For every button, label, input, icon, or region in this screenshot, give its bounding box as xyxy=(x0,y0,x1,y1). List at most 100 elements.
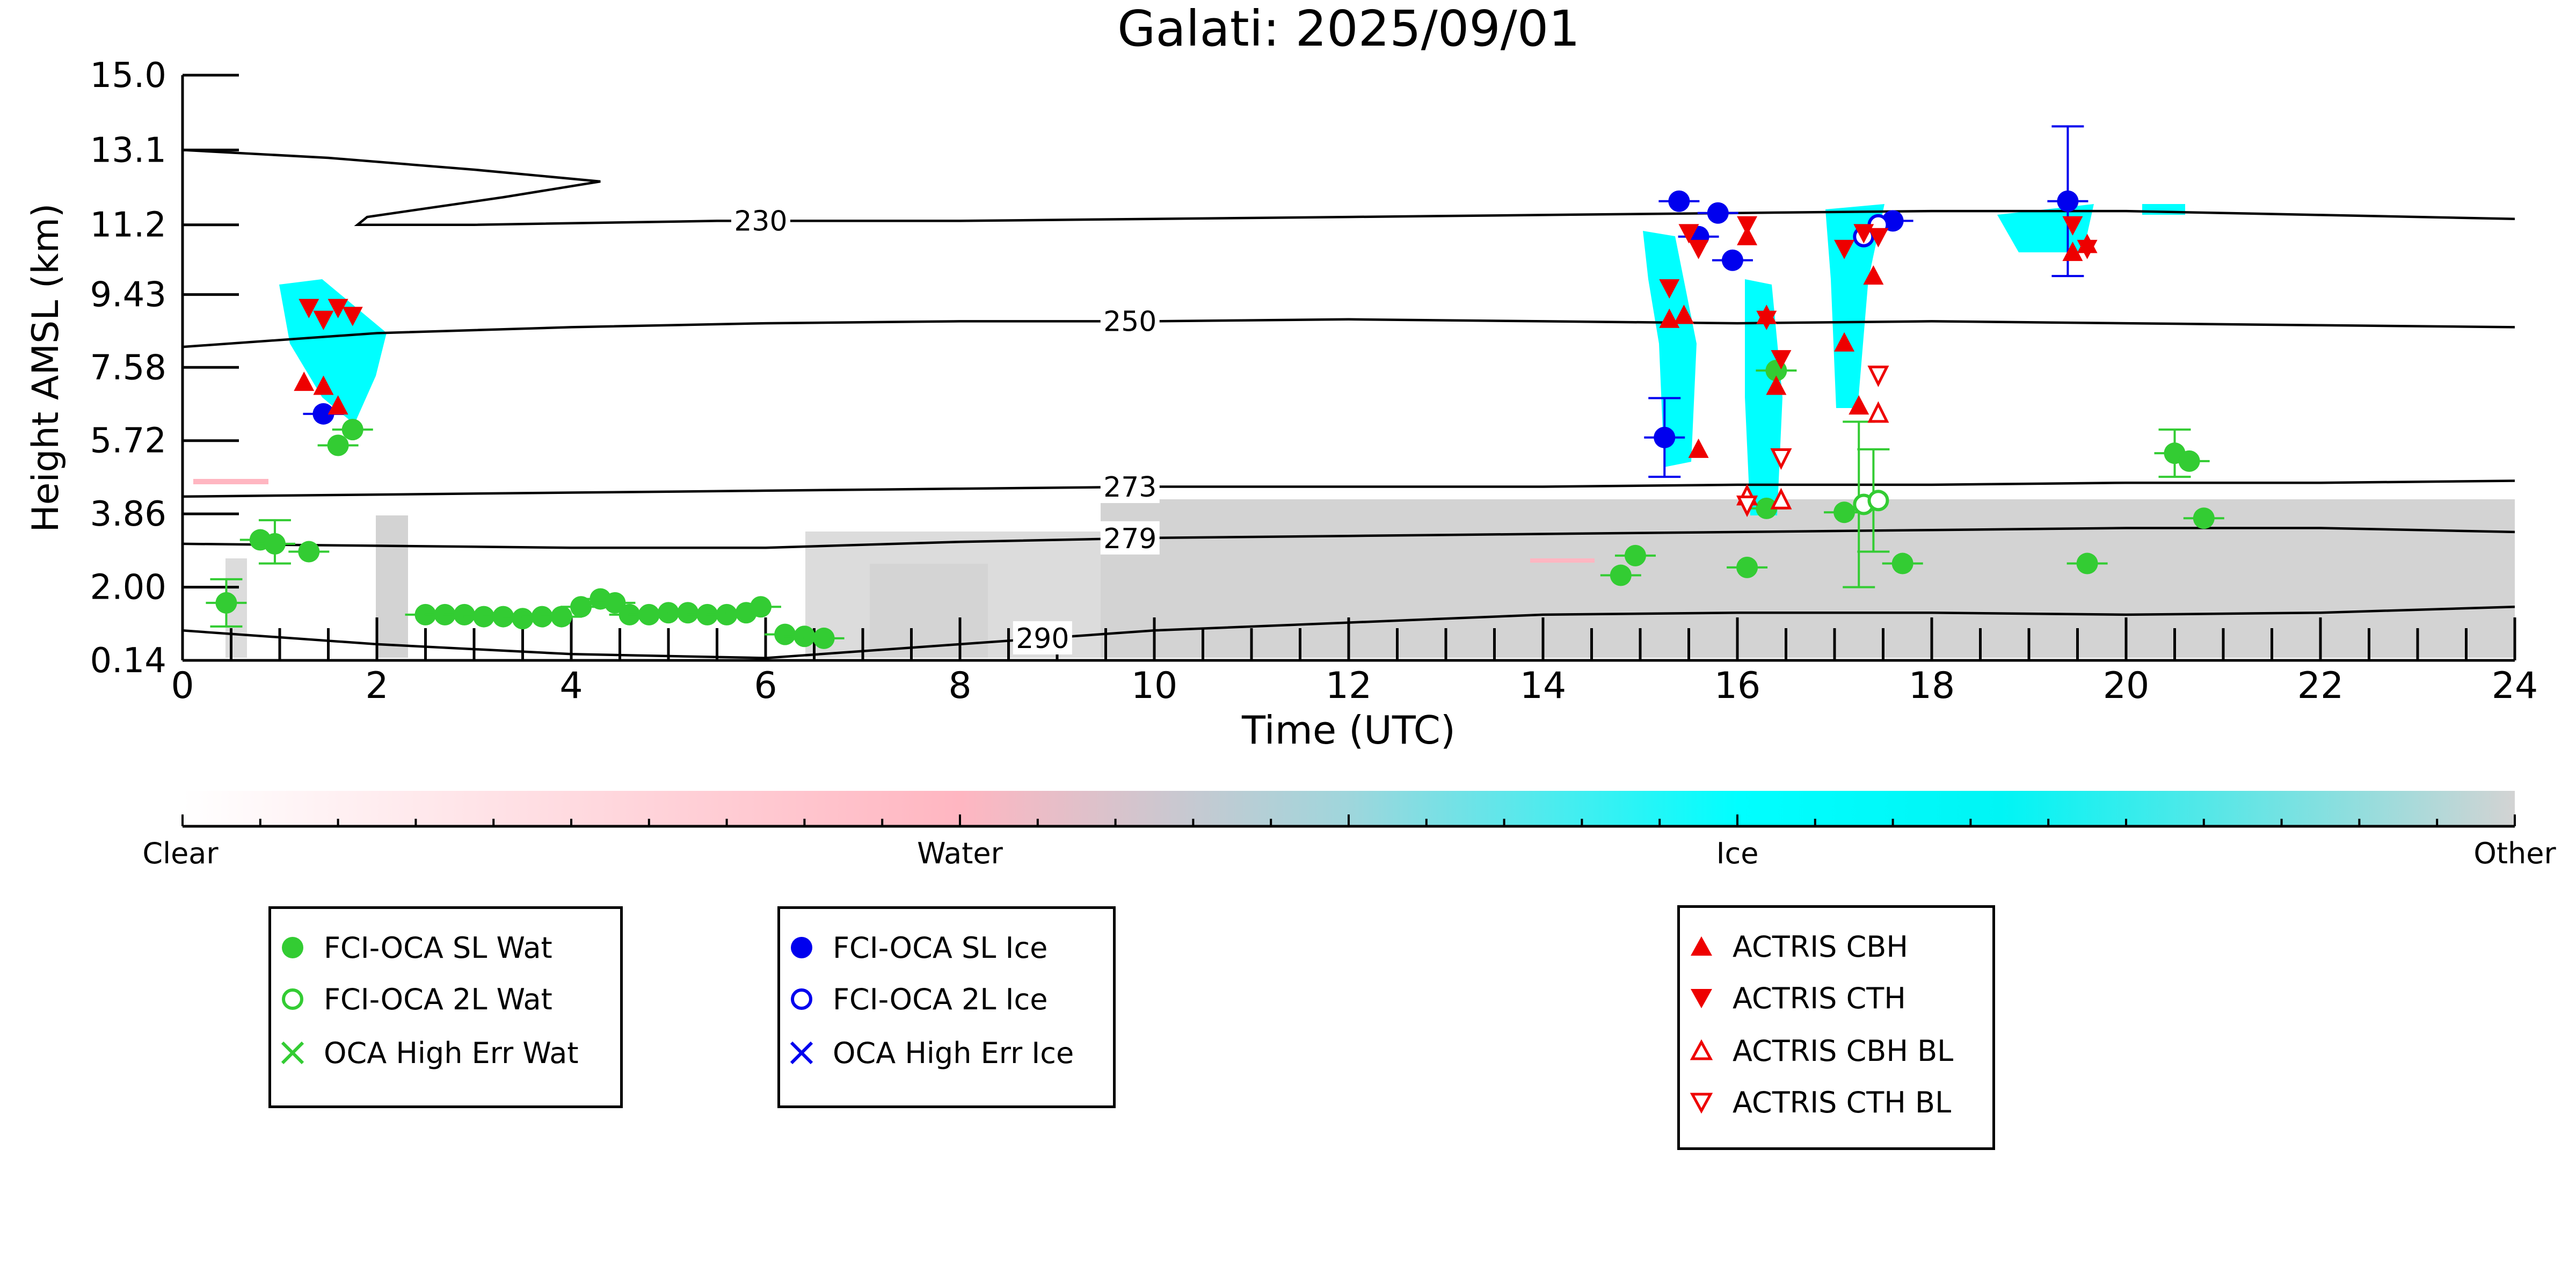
data-point xyxy=(298,541,320,563)
triangle-down-icon xyxy=(1680,985,1723,1012)
other-mask-region xyxy=(1101,499,2515,658)
contour-label: 273 xyxy=(1103,471,1156,504)
data-point xyxy=(2178,450,2200,472)
y-tick-label: 0.14 xyxy=(90,641,167,681)
colorbar: Clear Water Ice Other xyxy=(142,791,2556,870)
chart-title: Galati: 2025/09/01 xyxy=(1117,0,1580,57)
cloud-mask-background xyxy=(193,204,2515,658)
data-point xyxy=(2062,242,2083,261)
data-point xyxy=(1868,228,1889,248)
legend-water: FCI-OCA SL Wat FCI-OCA 2L Wat OCA High E… xyxy=(268,906,623,1108)
data-point xyxy=(1707,202,1729,224)
data-point xyxy=(774,623,796,645)
x-tick-label: 14 xyxy=(1520,665,1567,707)
contour-label-bg xyxy=(1100,469,1160,503)
y-tick-label: 9.43 xyxy=(90,275,167,315)
data-point xyxy=(1770,487,1792,510)
x-tick-label: 16 xyxy=(1714,665,1761,707)
y-tick-label: 7.58 xyxy=(90,348,167,388)
y-tick-label: 2.00 xyxy=(90,568,167,608)
legend-item: FCI-OCA SL Ice xyxy=(780,926,1047,969)
data-point xyxy=(1771,350,1792,370)
legend-item: ACTRIS CTH BL xyxy=(1680,1081,1951,1124)
legend-label: OCA High Err Wat xyxy=(324,1036,579,1070)
data-point xyxy=(328,299,348,318)
ice-mask-region xyxy=(1825,204,1884,408)
legend-label: ACTRIS CTH xyxy=(1733,981,1906,1015)
data-point xyxy=(1756,310,1777,330)
legend-actris: ACTRIS CBH ACTRIS CTH ACTRIS CBH BL ACTR… xyxy=(1677,905,1995,1150)
contour-label-bg xyxy=(1013,621,1072,655)
data-point xyxy=(1668,190,1690,212)
data-point xyxy=(2193,507,2215,529)
legend-label: ACTRIS CBH xyxy=(1733,929,1908,964)
x-tick-label: 10 xyxy=(1131,665,1178,707)
x-axis-label: Time (UTC) xyxy=(1241,708,1456,753)
contour-line xyxy=(183,527,2515,549)
water-mask-region xyxy=(193,479,268,484)
data-point xyxy=(1737,225,1758,245)
open-triangle-up-icon xyxy=(1680,1037,1723,1064)
contour-label: 279 xyxy=(1103,523,1156,555)
legend-label: FCI-OCA 2L Ice xyxy=(833,982,1048,1016)
data-point xyxy=(1756,497,1778,519)
y-tick-label: 3.86 xyxy=(90,494,167,534)
data-point xyxy=(215,592,237,614)
legend-label: ACTRIS CBH BL xyxy=(1733,1034,1954,1068)
ice-mask-region xyxy=(1643,231,1697,467)
y-tick-label: 13.1 xyxy=(90,130,167,170)
open-circle-icon xyxy=(780,986,823,1013)
ice-mask-region xyxy=(279,279,387,424)
legend-label: FCI-OCA SL Ice xyxy=(833,930,1048,965)
contour-label: 290 xyxy=(1016,623,1069,655)
data-point xyxy=(341,419,363,441)
data-point xyxy=(492,606,514,628)
colorbar-ticks xyxy=(181,814,2516,826)
x-tick-label: 24 xyxy=(2492,665,2538,707)
x-tick-label: 2 xyxy=(365,665,388,707)
y-axis-ticks: 0.14 2.00 3.86 5.72 7.58 9.43 11.2 13.1 15.0 xyxy=(90,56,239,681)
data-point xyxy=(1867,365,1889,388)
x-tick-label: 4 xyxy=(559,665,583,707)
data-point xyxy=(1736,556,1758,578)
contour-line xyxy=(183,479,2515,498)
legend-item: ACTRIS CBH xyxy=(1680,925,1908,968)
data-point xyxy=(638,603,660,625)
x-tick-label: 20 xyxy=(2103,665,2150,707)
data-point xyxy=(1736,496,1758,518)
y-tick-label: 11.2 xyxy=(90,206,167,245)
water-mask-region xyxy=(1530,558,1595,563)
data-point xyxy=(313,375,334,395)
contour-label-bg xyxy=(1100,304,1160,338)
temperature-contour-labels: 230 250 273 279 290 xyxy=(731,203,1160,655)
contour-label: 250 xyxy=(1103,305,1156,338)
contour-label: 230 xyxy=(734,205,787,237)
legend-item: OCA High Err Ice xyxy=(780,1031,1074,1074)
data-point xyxy=(1891,552,1913,574)
legend-ice: FCI-OCA SL Ice FCI-OCA 2L Ice OCA High E… xyxy=(777,906,1116,1108)
legend-item: FCI-OCA 2L Wat xyxy=(271,978,552,1021)
data-point xyxy=(749,596,772,618)
legend-item: ACTRIS CTH xyxy=(1680,977,1906,1020)
x-tick-label: 12 xyxy=(1326,665,1372,707)
open-circle-icon xyxy=(271,986,314,1013)
data-point xyxy=(512,608,534,630)
data-point xyxy=(299,299,319,318)
data-point xyxy=(1678,224,1699,244)
legend-label: ACTRIS CTH BL xyxy=(1733,1085,1952,1119)
data-point xyxy=(264,533,286,555)
data-point xyxy=(1849,395,1869,415)
data-point xyxy=(1673,304,1694,324)
data-point xyxy=(2076,552,2098,574)
x-tick-label: 8 xyxy=(948,665,971,707)
data-point xyxy=(453,603,475,625)
data-point xyxy=(1688,438,1709,458)
data-point xyxy=(1766,375,1787,395)
data-point xyxy=(794,625,816,647)
data-point xyxy=(1659,279,1680,299)
data-point xyxy=(1654,426,1676,448)
other-mask-region xyxy=(870,564,988,658)
data-point xyxy=(604,592,626,614)
data-point xyxy=(1834,239,1855,259)
legend-label: FCI-OCA SL Wat xyxy=(324,930,552,965)
